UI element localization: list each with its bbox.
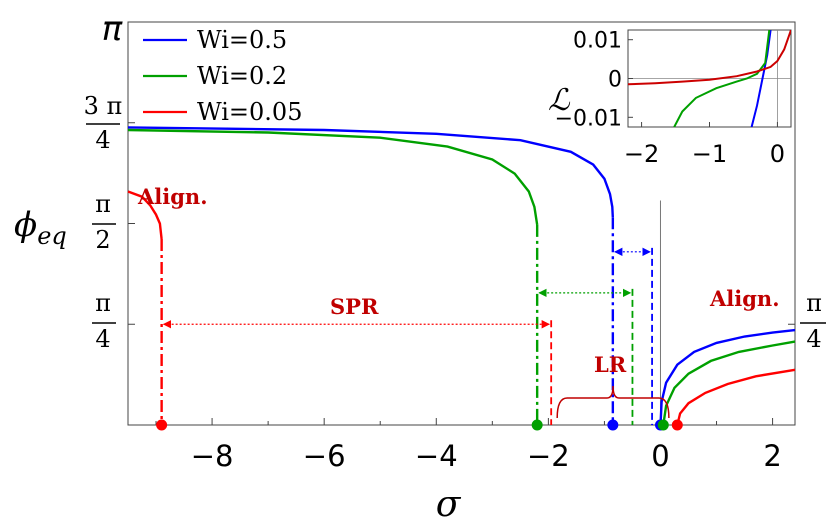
ytick-pi2-num: π: [95, 190, 111, 218]
critical-dot-left: [531, 419, 543, 431]
inset-curve-Wi=0.2: [673, 30, 771, 127]
inset-curve-Wi=0.5: [750, 30, 772, 127]
ytick-pi4: π 4: [92, 289, 116, 353]
x-tick-labels: −8 −6 −4 −2 0 2: [191, 439, 782, 473]
inset-xtick-label: 0: [770, 140, 785, 168]
curve-right-Wi=0.05: [676, 368, 796, 426]
inset-xtick-label: −1: [692, 140, 727, 168]
inset-chart: −2 −1 0 0.01 0 −0.01 ℒ: [548, 29, 792, 168]
legend: Wi=0.5 Wi=0.2 Wi=0.05: [143, 26, 302, 126]
critical-dot-right: [657, 419, 669, 431]
ytick-3pi4: 3 π 4: [84, 92, 123, 154]
ytick-pi4-num: π: [95, 289, 111, 317]
curve-left-Wi=0.2: [127, 128, 539, 226]
ytick-pi2: π 2: [92, 190, 116, 254]
xtick-label: −4: [415, 439, 458, 473]
xtick-label: −8: [191, 439, 234, 473]
xtick-label: 0: [651, 439, 669, 473]
xtick-label: −2: [527, 439, 570, 473]
ytick-right-pi4: π 4: [800, 289, 826, 353]
curve-left-Wi=0.05: [127, 190, 163, 240]
align-right-label: Align.: [709, 286, 780, 311]
align-left-label: Align.: [137, 184, 208, 209]
inset-axes: [628, 30, 791, 127]
xtick-label: 2: [763, 439, 781, 473]
x-axis-label: σ: [436, 484, 462, 525]
critical-dot-left: [156, 419, 168, 431]
ytick-label-pi: π: [102, 9, 123, 49]
inset-y-label: ℒ: [548, 83, 571, 118]
curve-left-Wi=0.5: [127, 126, 614, 218]
critical-dot-left: [607, 419, 619, 431]
ytick-3pi4-num: 3 π: [84, 92, 123, 120]
inset-ytick-label: 0.01: [573, 29, 622, 54]
critical-points: [156, 419, 683, 431]
inset-curves: [628, 30, 791, 127]
lr-label: LR: [594, 352, 627, 377]
inset-ytick-label: 0: [608, 68, 622, 93]
ytick-right-pi4-num: π: [806, 289, 822, 317]
inset-curve-Wi=0.05: [628, 30, 791, 86]
inset-tick-labels: −2 −1 0 0.01 0 −0.01: [555, 29, 785, 168]
legend-label-wi05: Wi=0.5: [197, 26, 287, 54]
legend-label-wi005: Wi=0.05: [197, 98, 302, 126]
critical-lines: [160, 217, 653, 425]
tick-marks: [128, 21, 795, 425]
ytick-3pi4-den: 4: [95, 126, 110, 154]
curve-right-Wi=0.2: [662, 340, 796, 426]
ytick-right-pi4-den: 4: [806, 325, 821, 353]
curves: [127, 126, 796, 426]
lr-brace: [556, 385, 670, 419]
y-axis-label: ϕeq: [14, 205, 67, 250]
legend-label-wi02: Wi=0.2: [197, 62, 287, 90]
range-arrows: [162, 247, 651, 329]
spr-label: SPR: [330, 294, 379, 319]
inset-ytick-label: −0.01: [555, 106, 622, 131]
ytick-pi2-den: 2: [95, 226, 110, 254]
curve-right-Wi=0.5: [659, 328, 796, 426]
ytick-pi4-den: 4: [95, 325, 110, 353]
xtick-label: −6: [303, 439, 346, 473]
inset-xtick-label: −2: [624, 140, 659, 168]
critical-dot-right: [671, 419, 683, 431]
